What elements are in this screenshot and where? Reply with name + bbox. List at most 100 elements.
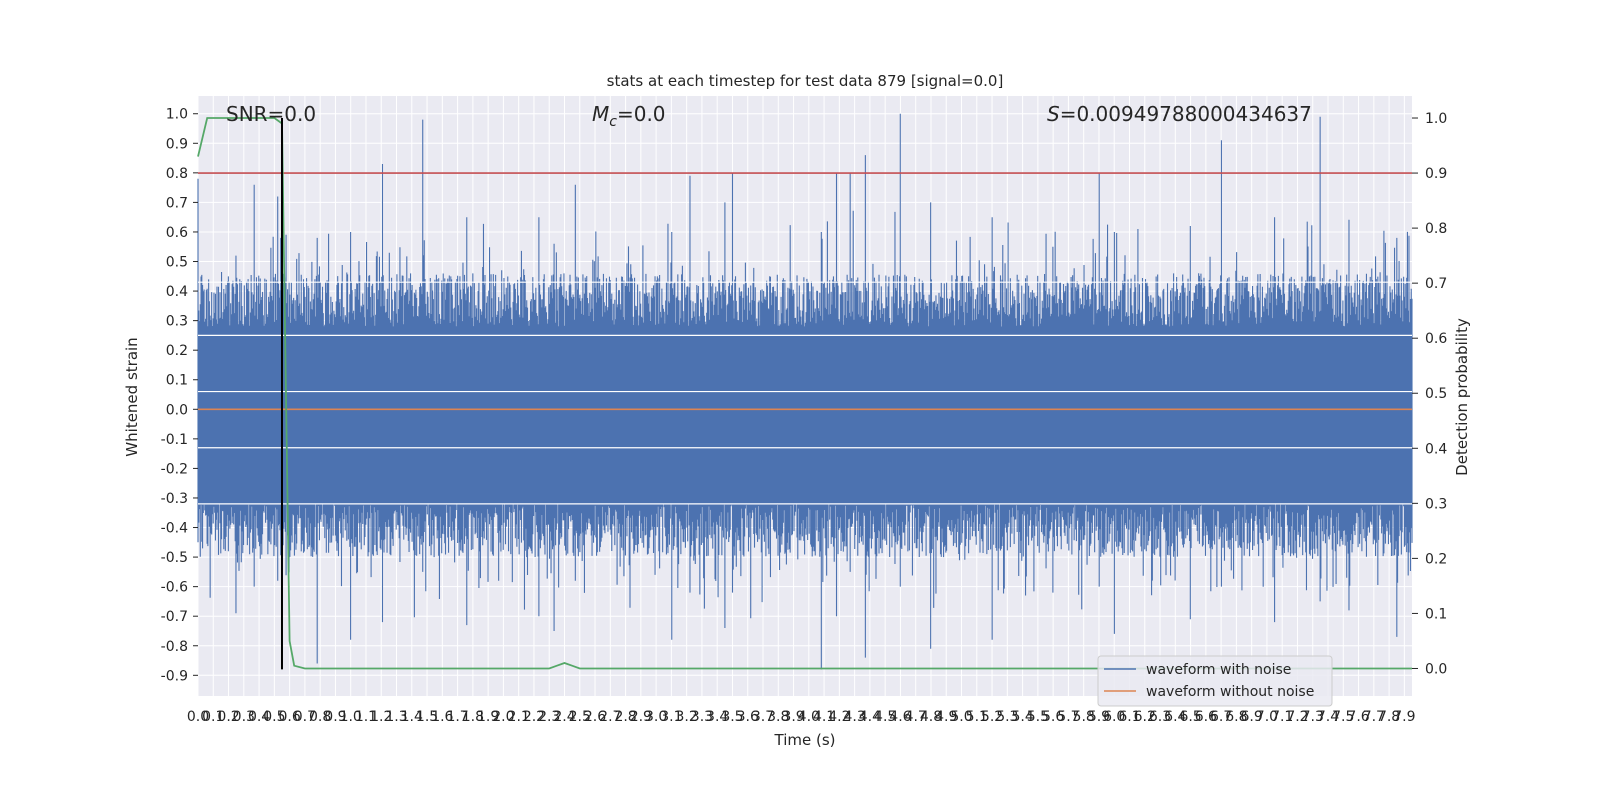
- y2-tick-label: 0.7: [1425, 276, 1447, 292]
- x-tick-label: 0.4: [248, 709, 270, 725]
- y-tick-label: -0.3: [161, 491, 188, 507]
- x-tick-label: 6.9: [1241, 709, 1263, 725]
- y-tick-label: 0.8: [166, 166, 188, 182]
- x-tick-label: 7.5: [1332, 709, 1354, 725]
- x-tick-label: 0.0: [187, 709, 209, 725]
- x-tick-label: 3.6: [737, 709, 759, 725]
- mc-value: =0.0: [617, 102, 666, 126]
- x-tick-label: 6.8: [1225, 709, 1247, 725]
- x-tick-label: 7.9: [1393, 709, 1415, 725]
- x-tick-label: 4.2: [828, 709, 850, 725]
- s-annotation: S=0.00949788000434637: [1047, 102, 1312, 126]
- legend-label-clean: waveform without noise: [1146, 684, 1314, 700]
- x-tick-label: 1.6: [431, 709, 453, 725]
- mc-subscript: c: [609, 114, 617, 130]
- y2-tick-label: 0.2: [1425, 551, 1447, 567]
- x-tick-label: 3.9: [782, 709, 804, 725]
- x-tick-label: 1.9: [477, 709, 499, 725]
- chart-title: stats at each timestep for test data 879…: [607, 72, 1004, 90]
- mc-symbol: M: [592, 102, 609, 126]
- y-tick-label: 0.2: [166, 343, 188, 359]
- x-tick-label: 6.7: [1210, 709, 1232, 725]
- waveform-with-noise-series: [197, 113, 1413, 670]
- x-tick-label: 0.6: [278, 709, 300, 725]
- x-tick-label: 3.8: [767, 709, 789, 725]
- x-tick-label: 4.3: [843, 709, 865, 725]
- x-tick-label: 6.6: [1195, 709, 1217, 725]
- x-tick-label: 2.6: [584, 709, 606, 725]
- x-tick-label: 4.8: [920, 709, 942, 725]
- x-tick-label: 7.0: [1256, 709, 1278, 725]
- x-tick-label: 2.9: [630, 709, 652, 725]
- tick-layer: 0.00.10.20.30.40.50.60.70.80.91.01.11.21…: [161, 107, 1448, 725]
- x-tick-label: 1.4: [401, 709, 423, 725]
- s-value: =0.00949788000434637: [1060, 102, 1312, 126]
- x-tick-label: 1.1: [355, 709, 377, 725]
- y-tick-label: 0.9: [166, 136, 188, 152]
- x-tick-label: 7.6: [1347, 709, 1369, 725]
- x-tick-label: 0.2: [217, 709, 239, 725]
- x-tick-label: 4.9: [935, 709, 957, 725]
- y-tick-label: -0.7: [161, 609, 188, 625]
- legend-label-noise: waveform with noise: [1146, 662, 1291, 678]
- legend-box: [1097, 655, 1333, 707]
- x-tick-label: 1.5: [416, 709, 438, 725]
- x-tick-label: 0.9: [324, 709, 346, 725]
- x-tick-label: 6.5: [1179, 709, 1201, 725]
- overlay-layer: [197, 117, 1412, 670]
- y2-tick-label: 0.9: [1425, 166, 1447, 182]
- y2-tick-label: 0.5: [1425, 386, 1447, 402]
- x-tick-label: 2.5: [569, 709, 591, 725]
- y-tick-label: 0.0: [166, 402, 188, 418]
- x-tick-label: 2.1: [508, 709, 530, 725]
- x-tick-label: 1.0: [340, 709, 362, 725]
- x-tick-label: 6.1: [1118, 709, 1140, 725]
- x-tick-label: 3.2: [676, 709, 698, 725]
- x-tick-label: 2.0: [492, 709, 514, 725]
- x-tick-label: 5.3: [996, 709, 1018, 725]
- x-tick-label: 6.0: [1103, 709, 1125, 725]
- x-tick-label: 6.3: [1149, 709, 1171, 725]
- x-tick-label: 6.2: [1134, 709, 1156, 725]
- x-tick-label: 0.7: [294, 709, 316, 725]
- y-tick-label: 0.1: [166, 373, 188, 389]
- x-tick-label: 5.7: [1057, 709, 1079, 725]
- x-tick-label: 0.5: [263, 709, 285, 725]
- x-tick-label: 3.3: [691, 709, 713, 725]
- x-tick-label: 4.1: [813, 709, 835, 725]
- x-tick-label: 1.3: [385, 709, 407, 725]
- y-tick-label: 1.0: [166, 107, 188, 123]
- y2-tick-label: 0.1: [1425, 606, 1447, 622]
- x-tick-label: 5.9: [1088, 709, 1110, 725]
- x-tick-label: 2.7: [599, 709, 621, 725]
- y2-axis-label: Detection probability: [1453, 318, 1471, 476]
- x-tick-label: 5.8: [1073, 709, 1095, 725]
- x-tick-label: 1.2: [370, 709, 392, 725]
- chirp-mass-annotation: Mc=0.0: [592, 102, 666, 130]
- x-tick-label: 3.4: [706, 709, 728, 725]
- y-tick-label: -0.6: [161, 580, 188, 596]
- x-tick-label: 1.7: [446, 709, 468, 725]
- x-tick-label: 5.1: [966, 709, 988, 725]
- x-tick-label: 4.4: [859, 709, 881, 725]
- x-tick-label: 3.1: [660, 709, 682, 725]
- x-tick-label: 2.8: [614, 709, 636, 725]
- x-tick-label: 4.7: [905, 709, 927, 725]
- x-tick-label: 0.3: [233, 709, 255, 725]
- x-tick-label: 7.2: [1286, 709, 1308, 725]
- x-tick-label: 6.4: [1164, 709, 1186, 725]
- x-tick-label: 3.0: [645, 709, 667, 725]
- x-tick-label: 7.1: [1271, 709, 1293, 725]
- y-tick-label: -0.4: [161, 521, 188, 537]
- x-tick-label: 5.0: [950, 709, 972, 725]
- x-tick-label: 0.1: [202, 709, 224, 725]
- x-tick-label: 7.4: [1317, 709, 1339, 725]
- y2-tick-label: 1.0: [1425, 111, 1447, 127]
- x-tick-label: 5.2: [981, 709, 1003, 725]
- y-tick-label: -0.8: [161, 639, 188, 655]
- x-tick-label: 7.8: [1378, 709, 1400, 725]
- noise-core-band: [198, 344, 1412, 493]
- snr-annotation: SNR=0.0: [226, 102, 316, 126]
